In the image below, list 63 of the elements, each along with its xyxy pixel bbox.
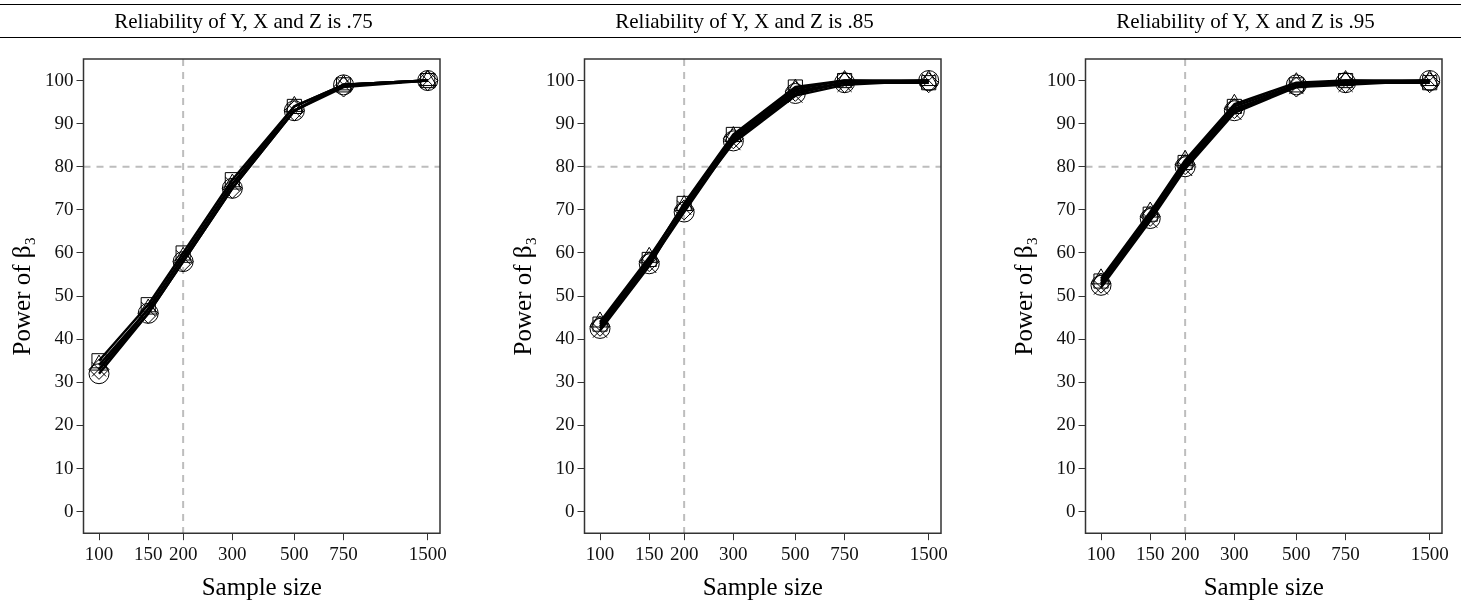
- y-tick-label: 80: [555, 154, 575, 176]
- y-tick-label: 50: [555, 284, 575, 306]
- y-tick-label: 20: [54, 413, 74, 435]
- y-tick-label: 20: [555, 413, 575, 435]
- y-tick-label: 80: [54, 154, 74, 176]
- y-tick-label: 30: [1056, 370, 1076, 392]
- y-tick-label: 30: [555, 370, 575, 392]
- x-tick-label: 300: [1220, 542, 1249, 564]
- x-axis-title: Sample size: [702, 572, 823, 600]
- x-tick-label: 750: [830, 542, 859, 564]
- y-tick-label: 10: [1056, 456, 1076, 478]
- x-tick-label: 300: [719, 542, 748, 564]
- y-tick-label: 100: [1047, 68, 1076, 90]
- y-tick-label: 0: [565, 499, 575, 521]
- x-tick-label: 150: [634, 542, 664, 564]
- x-axis-title: Sample size: [201, 572, 322, 600]
- x-tick-label: 500: [280, 542, 309, 564]
- y-tick-label: 70: [555, 197, 575, 219]
- chart-title: Reliability of Y, X and Z is .95: [1115, 8, 1376, 35]
- y-tick-label: 40: [1056, 327, 1076, 349]
- chart-title: Reliability of Y, X and Z is .85: [614, 8, 875, 35]
- x-tick-label: 100: [585, 542, 615, 564]
- y-tick-label: 90: [1056, 111, 1076, 133]
- y-axis-title: Power of β₃: [1009, 236, 1037, 356]
- y-tick-label: 30: [54, 370, 74, 392]
- x-tick-label: 1500: [1410, 542, 1449, 564]
- y-tick-label: 20: [1056, 413, 1076, 435]
- x-tick-label: 750: [329, 542, 358, 564]
- y-tick-label: 100: [546, 68, 575, 90]
- y-axis-title: Power of β₃: [508, 236, 536, 356]
- y-tick-label: 10: [555, 456, 575, 478]
- y-tick-label: 10: [54, 456, 74, 478]
- x-axis-title: Sample size: [1203, 572, 1324, 600]
- x-tick-label: 200: [669, 542, 699, 564]
- x-tick-label: 1500: [909, 542, 948, 564]
- x-tick-label: 1500: [408, 542, 447, 564]
- y-axis-title: Power of β₃: [7, 236, 35, 356]
- y-tick-label: 90: [54, 111, 74, 133]
- y-tick-label: 60: [555, 240, 575, 262]
- y-tick-label: 70: [54, 197, 74, 219]
- x-tick-label: 200: [1170, 542, 1200, 564]
- x-tick-label: 500: [1282, 542, 1311, 564]
- y-tick-label: 0: [1066, 499, 1076, 521]
- y-tick-label: 100: [45, 68, 74, 90]
- y-tick-label: 40: [54, 327, 74, 349]
- y-tick-label: 60: [54, 240, 74, 262]
- y-tick-label: 40: [555, 327, 575, 349]
- x-tick-label: 150: [1135, 542, 1165, 564]
- x-tick-label: 750: [1331, 542, 1360, 564]
- x-tick-label: 200: [168, 542, 198, 564]
- y-tick-label: 90: [555, 111, 575, 133]
- x-tick-label: 150: [133, 542, 163, 564]
- y-tick-label: 0: [64, 499, 74, 521]
- y-tick-label: 60: [1056, 240, 1076, 262]
- y-tick-label: 70: [1056, 197, 1076, 219]
- chart-title: Reliability of Y, X and Z is .75: [113, 8, 374, 35]
- x-tick-label: 100: [1086, 542, 1116, 564]
- y-tick-label: 80: [1056, 154, 1076, 176]
- x-tick-label: 300: [218, 542, 247, 564]
- x-tick-label: 500: [781, 542, 810, 564]
- y-tick-label: 50: [1056, 284, 1076, 306]
- x-tick-label: 100: [84, 542, 114, 564]
- y-tick-label: 50: [54, 284, 74, 306]
